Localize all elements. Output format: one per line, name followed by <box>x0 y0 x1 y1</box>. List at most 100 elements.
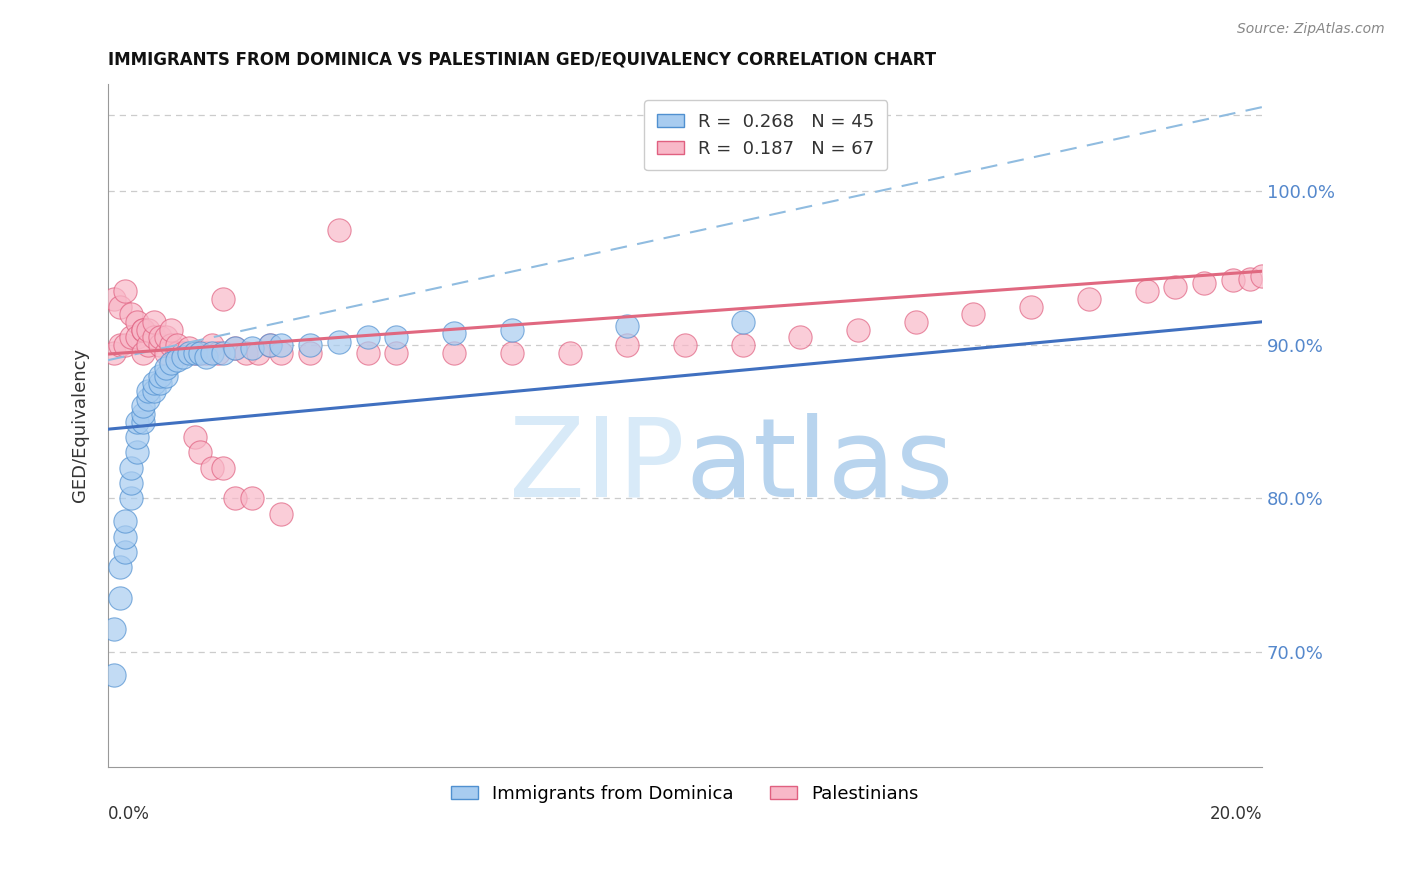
Point <box>501 345 523 359</box>
Point <box>1222 273 1244 287</box>
Point <box>155 368 177 383</box>
Point <box>114 545 136 559</box>
Point <box>172 350 194 364</box>
Point <box>108 338 131 352</box>
Point <box>224 341 246 355</box>
Point <box>160 322 183 336</box>
Point <box>259 338 281 352</box>
Point <box>183 430 205 444</box>
Point <box>103 622 125 636</box>
Point <box>501 322 523 336</box>
Text: IMMIGRANTS FROM DOMINICA VS PALESTINIAN GED/EQUIVALENCY CORRELATION CHART: IMMIGRANTS FROM DOMINICA VS PALESTINIAN … <box>108 51 936 69</box>
Point <box>120 330 142 344</box>
Point <box>166 353 188 368</box>
Point <box>108 300 131 314</box>
Point <box>114 514 136 528</box>
Point <box>114 284 136 298</box>
Text: 0.0%: 0.0% <box>108 805 150 823</box>
Text: Source: ZipAtlas.com: Source: ZipAtlas.com <box>1237 22 1385 37</box>
Point <box>183 345 205 359</box>
Point <box>138 338 160 352</box>
Point <box>1192 277 1215 291</box>
Point <box>385 345 408 359</box>
Point <box>131 322 153 336</box>
Point <box>138 384 160 398</box>
Point <box>846 322 869 336</box>
Point <box>103 345 125 359</box>
Point <box>155 345 177 359</box>
Point <box>120 475 142 490</box>
Point <box>131 407 153 421</box>
Point <box>298 345 321 359</box>
Point <box>240 491 263 506</box>
Point <box>143 330 166 344</box>
Point <box>962 307 984 321</box>
Point <box>125 445 148 459</box>
Point <box>240 341 263 355</box>
Point <box>131 345 153 359</box>
Point <box>259 338 281 352</box>
Point <box>270 338 292 352</box>
Point <box>224 491 246 506</box>
Point <box>114 530 136 544</box>
Point <box>224 341 246 355</box>
Point <box>1019 300 1042 314</box>
Point <box>160 338 183 352</box>
Y-axis label: GED/Equivalency: GED/Equivalency <box>72 348 89 502</box>
Point <box>188 345 211 359</box>
Point <box>328 223 350 237</box>
Point <box>120 460 142 475</box>
Point <box>125 415 148 429</box>
Point <box>789 330 811 344</box>
Point <box>114 338 136 352</box>
Point <box>1251 268 1274 283</box>
Point <box>385 330 408 344</box>
Point <box>443 326 465 340</box>
Point <box>356 345 378 359</box>
Point <box>138 392 160 406</box>
Point <box>1239 272 1261 286</box>
Point <box>143 315 166 329</box>
Point <box>212 345 235 359</box>
Point <box>328 334 350 349</box>
Point <box>616 319 638 334</box>
Point <box>149 330 172 344</box>
Point <box>201 338 224 352</box>
Point <box>155 360 177 375</box>
Point <box>131 399 153 413</box>
Point <box>131 322 153 336</box>
Point <box>125 330 148 344</box>
Point <box>125 430 148 444</box>
Point <box>155 330 177 344</box>
Point <box>149 368 172 383</box>
Point <box>298 338 321 352</box>
Point <box>188 345 211 359</box>
Point <box>270 345 292 359</box>
Point <box>120 491 142 506</box>
Point <box>143 376 166 391</box>
Point <box>120 307 142 321</box>
Point <box>131 415 153 429</box>
Point <box>166 338 188 352</box>
Point <box>616 338 638 352</box>
Point <box>103 667 125 681</box>
Point <box>201 345 224 359</box>
Point <box>558 345 581 359</box>
Point <box>246 345 269 359</box>
Point <box>160 356 183 370</box>
Point <box>904 315 927 329</box>
Legend: Immigrants from Dominica, Palestinians: Immigrants from Dominica, Palestinians <box>441 776 928 812</box>
Point <box>1135 284 1157 298</box>
Point <box>195 345 218 359</box>
Point <box>125 315 148 329</box>
Point <box>143 384 166 398</box>
Point <box>138 322 160 336</box>
Point <box>177 345 200 359</box>
Point <box>270 507 292 521</box>
Point <box>149 338 172 352</box>
Text: atlas: atlas <box>685 413 953 520</box>
Point <box>731 338 754 352</box>
Point <box>443 345 465 359</box>
Point <box>731 315 754 329</box>
Text: ZIP: ZIP <box>509 413 685 520</box>
